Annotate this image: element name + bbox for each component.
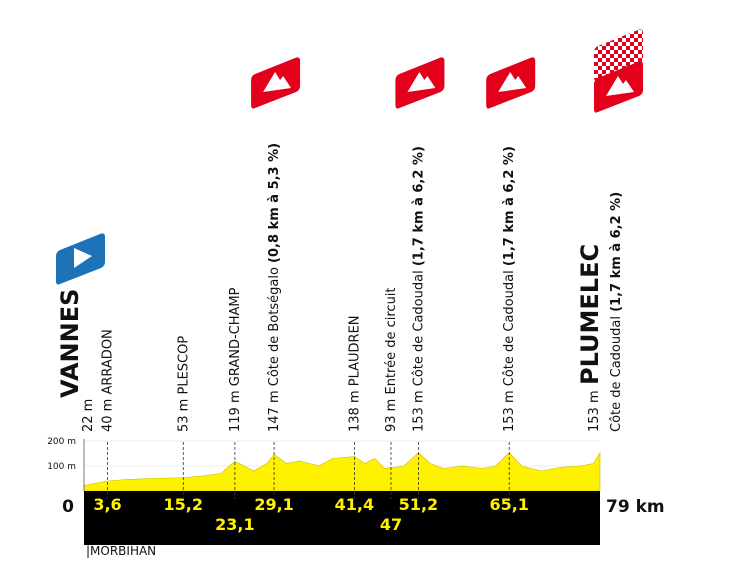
x-tick-label: 3,6: [93, 495, 121, 514]
climb-icon: [395, 57, 445, 109]
waypoint-label: 53 m PLESCOP: [176, 336, 191, 432]
waypoint-altitude: 53 m: [176, 399, 191, 432]
x-tick-label: 15,2: [164, 495, 203, 514]
waypoint-altitude: 22 m: [81, 399, 96, 432]
finish-flag: [594, 29, 643, 81]
x-tick-label: 79 km: [606, 497, 665, 517]
x-tick-label: 47: [380, 515, 402, 534]
waypoint-altitude: 147 m: [267, 390, 282, 432]
x-tick-label: 51,2: [399, 495, 438, 514]
waypoint-label: 93 m Entrée de circuit: [384, 287, 399, 432]
waypoint-label: 153 m Côte de Cadoudal (1,7 km à 6,2 %): [411, 146, 426, 432]
waypoint-name: Côte de Cadoudal: [609, 316, 624, 432]
waypoint-altitude: 153 m: [502, 390, 517, 432]
waypoint-detail: (0,8 km à 5,3 %): [267, 143, 282, 263]
waypoint-name: ARRADON: [101, 329, 116, 394]
climb-icon: [251, 57, 301, 109]
finish-flag-shape: [594, 29, 643, 81]
waypoint-altitude: 119 m: [228, 390, 243, 432]
waypoint-detail: (1,7 km à 6,2 %): [609, 192, 624, 312]
climb-icon-symbol: [606, 76, 634, 96]
climb-icon-symbol: [263, 72, 292, 92]
elevation-area: [83, 451, 601, 492]
x-tick-label: 0: [62, 497, 74, 517]
distance-band: [84, 491, 600, 545]
climb-icon-symbol: [498, 72, 527, 92]
climb-icon: [486, 57, 536, 109]
waypoint-name: Côte de Botségalo: [267, 267, 282, 386]
start-icon: [56, 233, 105, 285]
waypoint-label: 138 m PLAUDREN: [347, 315, 362, 432]
climb-icon-symbol: [407, 72, 436, 92]
finish-name: PLUMELEC: [576, 244, 604, 385]
start-name: VANNES: [56, 289, 84, 398]
waypoint-label: 22 m: [81, 399, 96, 432]
waypoint-name: GRAND-CHAMP: [228, 287, 243, 386]
waypoint-label: 40 m ARRADON: [101, 329, 116, 432]
waypoint-name: Côte de Cadoudal: [411, 270, 426, 386]
waypoint-label: 147 m Côte de Botségalo (0,8 km à 5,3 %): [267, 143, 282, 432]
waypoint-altitude: 93 m: [384, 399, 399, 432]
waypoint-detail: (1,7 km à 6,2 %): [411, 146, 426, 266]
region-label: |MORBIHAN: [86, 544, 156, 558]
waypoint-detail: (1,7 km à 6,2 %): [502, 146, 517, 266]
x-tick-label: 23,1: [215, 515, 254, 534]
waypoint-label: 153 m Côte de Cadoudal (1,7 km à 6,2 %): [502, 146, 517, 432]
waypoint-name: Entrée de circuit: [384, 287, 399, 394]
climb-icon: [594, 61, 643, 113]
waypoint-altitude: 138 m: [347, 390, 362, 432]
y-tick-label: 200 m: [47, 437, 76, 447]
start-icon-symbol: [74, 248, 92, 268]
waypoint-label: Côte de Cadoudal (1,7 km à 6,2 %): [609, 192, 624, 432]
waypoint-label: 153 m: [587, 390, 602, 432]
waypoint-altitude: 153 m: [587, 390, 602, 432]
waypoint-name: Côte de Cadoudal: [502, 270, 517, 386]
waypoint-name: PLAUDREN: [347, 315, 362, 386]
waypoint-name: PLESCOP: [176, 336, 191, 395]
x-tick-label: 41,4: [335, 495, 374, 514]
waypoint-altitude: 153 m: [411, 390, 426, 432]
waypoint-altitude: 40 m: [101, 399, 116, 432]
x-tick-label: 65,1: [489, 495, 528, 514]
x-tick-label: 29,1: [254, 495, 293, 514]
waypoint-label: 119 m GRAND-CHAMP: [228, 287, 243, 432]
y-tick-label: 100 m: [47, 462, 76, 472]
